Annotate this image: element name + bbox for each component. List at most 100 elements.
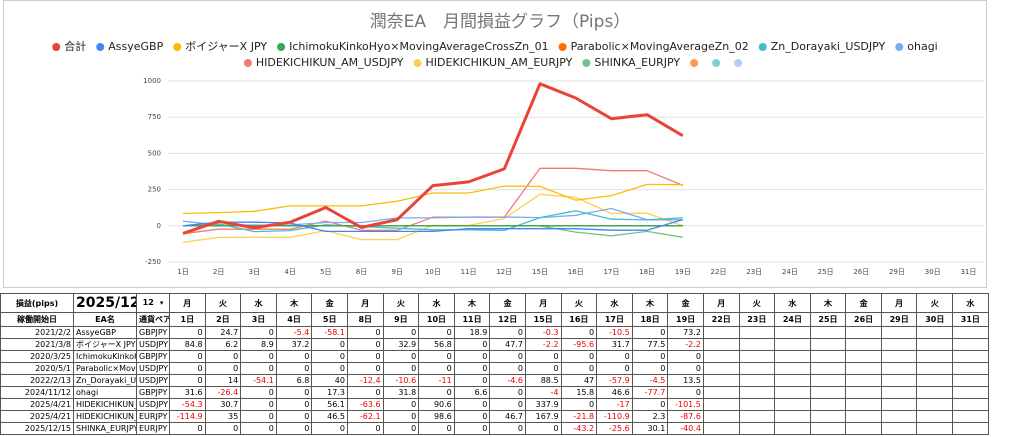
x-tick-label: 12日: [496, 268, 512, 276]
table-title: 損益(pips): [0, 293, 74, 313]
pips-cell: -63.6: [346, 398, 384, 411]
pips-cell: 0: [631, 350, 669, 363]
pips-cell: 0: [418, 386, 455, 399]
pips-cell: -21.8: [560, 410, 598, 423]
pips-cell: 88.5: [524, 374, 562, 387]
empty-cell: [809, 398, 847, 411]
currency-pair: GBPJPY: [136, 326, 170, 339]
pips-cell: 0: [169, 362, 206, 375]
currency-pair: EURJPY: [136, 410, 170, 423]
ea-name: ohagi: [73, 386, 137, 399]
legend-row: HIDEKICHIKUN_AM_USDJPY HIDEKICHIKUN_AM_EU…: [243, 56, 743, 69]
pips-table: 損益(pips) 2025/12 12 月火水木金月火水木金月火水木金月火水木金…: [0, 293, 989, 435]
pips-cell: 0: [240, 410, 277, 423]
ea-row: 2025/4/21HIDEKICHIKUN_AM_EUEURJPY-114.93…: [0, 410, 989, 423]
weekday: 木: [453, 293, 491, 313]
currency-pair: USDJPY: [136, 338, 170, 351]
legend-swatch: [895, 43, 904, 51]
pips-cell: 0: [418, 326, 455, 339]
pips-cell: 31.8: [382, 386, 420, 399]
empty-cell: [702, 398, 740, 411]
day-header: 24日: [774, 312, 811, 327]
weekday: 木: [275, 293, 313, 313]
pips-cell: -2.2: [667, 338, 704, 351]
pips-cell: -25.6: [596, 422, 633, 435]
x-tick-label: 15日: [532, 268, 548, 276]
day-header: 11日: [453, 312, 491, 327]
legend-swatch: [96, 43, 105, 51]
x-tick-label: 30日: [925, 268, 941, 276]
pips-cell: 46.7: [489, 410, 526, 423]
empty-cell: [774, 338, 811, 351]
empty-cell: [916, 374, 954, 387]
pips-cell: 0: [275, 422, 313, 435]
day-header: 19日: [667, 312, 704, 327]
pips-cell: 0: [560, 350, 598, 363]
pips-cell: -110.9: [596, 410, 633, 423]
pips-cell: -114.9: [169, 410, 206, 423]
currency-pair: USDJPY: [136, 374, 170, 387]
month-select[interactable]: 12: [136, 293, 170, 313]
x-tick-label: 31日: [960, 268, 976, 276]
pips-cell: 0: [667, 350, 704, 363]
legend-swatch: [582, 59, 591, 67]
pips-cell: 0: [560, 398, 598, 411]
pips-cell: -2.2: [524, 338, 562, 351]
empty-cell: [952, 338, 989, 351]
empty-cell: [738, 386, 776, 399]
pips-cell: 47.7: [489, 338, 526, 351]
x-tick-label: 3日: [249, 268, 260, 276]
day-header: 16日: [560, 312, 598, 327]
pips-cell: 0: [489, 326, 526, 339]
pips-cell: 0: [275, 350, 313, 363]
pips-cell: 0: [240, 362, 277, 375]
weekday: 火: [204, 293, 242, 313]
pips-cell: 0: [240, 350, 277, 363]
pips-cell: -26.4: [204, 386, 242, 399]
weekday: 月: [346, 293, 384, 313]
pips-cell: -58.1: [311, 326, 348, 339]
pips-cell: 40: [311, 374, 348, 387]
day-header: 12日: [489, 312, 526, 327]
x-tick-label: 19日: [675, 268, 691, 276]
weekday: 水: [952, 293, 989, 313]
empty-cell: [774, 398, 811, 411]
pips-cell: 0: [275, 362, 313, 375]
pips-cell: 0: [453, 422, 491, 435]
empty-cell: [880, 422, 918, 435]
empty-cell: [809, 374, 847, 387]
empty-cell: [880, 338, 918, 351]
empty-cell: [880, 386, 918, 399]
legend-swatch: [277, 43, 286, 51]
ea-name: Zn_Dorayaki_USDJPY: [73, 374, 137, 387]
ea-row: 2021/3/8 ボイジャーX JPY USDJPY 84.8 6.2 8.9 37.2 0 0…: [0, 338, 989, 351]
currency-pair: GBPJPY: [136, 386, 170, 399]
empty-cell: [916, 410, 954, 423]
empty-cell: [738, 398, 776, 411]
empty-cell: [702, 338, 740, 351]
empty-cell: [845, 350, 882, 363]
empty-cell: [774, 350, 811, 363]
empty-cell: [880, 350, 918, 363]
pips-cell: 6.6: [453, 386, 491, 399]
empty-cell: [809, 422, 847, 435]
header-row: 稼働開始日 EA名 通貨ペア 1日 2日 3日 4日 5日 8日 9日 10日 11日 12日 15日 16…: [0, 312, 989, 327]
pips-cell: 30.7: [204, 398, 242, 411]
empty-cell: [738, 362, 776, 375]
empty-cell: [702, 410, 740, 423]
pips-cell: -4.6: [489, 374, 526, 387]
pips-cell: -87.6: [667, 410, 704, 423]
pips-cell: 0: [346, 338, 384, 351]
ea-row: 2020/3/25IchimokuKinkoHyo×MoviGBPJPY0000…: [0, 350, 989, 363]
series-line: [182, 183, 683, 215]
x-tick-label: 25日: [818, 268, 834, 276]
legend-swatch: [558, 43, 567, 51]
pips-cell: 13.5: [667, 374, 704, 387]
pips-cell: 0: [311, 362, 348, 375]
empty-cell: [916, 362, 954, 375]
weekday: 月: [880, 293, 918, 313]
y-tick-label: 1000: [143, 77, 161, 85]
empty-cell: [916, 338, 954, 351]
pips-cell: 0: [418, 422, 455, 435]
empty-cell: [809, 410, 847, 423]
